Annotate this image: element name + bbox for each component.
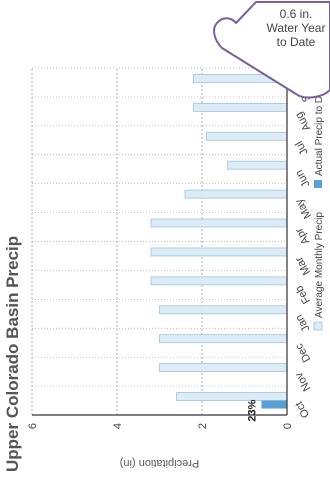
y-tick-label: 4 (112, 423, 124, 429)
badge-value: 0.6 in. (280, 7, 313, 21)
x-tick-label: Nov (293, 370, 313, 393)
badge-text-line2: Water Year (267, 21, 326, 35)
average-bar (227, 160, 288, 170)
bars (150, 74, 288, 409)
badge-shape (213, 1, 330, 99)
x-tick-label: May (293, 196, 314, 220)
x-tick-label: Apr (293, 225, 312, 246)
x-tick-label: Jan (293, 312, 312, 333)
average-bar (159, 334, 288, 344)
average-bar (184, 189, 288, 199)
average-bar (150, 247, 288, 257)
legend-swatch-average (313, 321, 323, 331)
x-tick-label: Jun (293, 168, 312, 189)
average-bar (159, 305, 288, 315)
y-tick-label: 6 (27, 423, 39, 429)
legend-swatch-actual (314, 180, 322, 188)
y-axis-label: Precipitation (in) (120, 457, 199, 469)
gridlines (31, 67, 287, 416)
actual-bar (261, 400, 287, 409)
legend-label-average: Average Monthly Precip (314, 212, 325, 318)
average-bar (150, 218, 288, 228)
x-tick-label: Mar (293, 254, 313, 277)
badge-text-line3: to Date (277, 35, 316, 49)
x-tick-label: Oct (293, 399, 312, 420)
y-tick-label: 2 (197, 423, 209, 429)
legend: Average Monthly Precip Actual Precip to D… (313, 82, 325, 331)
y-tick-label: 0 (282, 423, 294, 429)
chart-title: Upper Colorado Basin Precip (3, 236, 22, 472)
x-tick-label: Aug (293, 110, 313, 133)
x-tick-label: Feb (293, 283, 313, 305)
axes (32, 68, 288, 416)
percent-annotation: 23% (247, 399, 259, 421)
x-tick-label: Jul (293, 139, 310, 157)
average-bar (150, 276, 288, 286)
average-bar (205, 131, 288, 141)
x-tick-label: Dec (293, 341, 313, 364)
legend-label-actual: Actual Precip to Date (314, 82, 325, 176)
average-bar (176, 392, 288, 401)
average-bar (193, 102, 288, 112)
average-bar (159, 363, 288, 373)
